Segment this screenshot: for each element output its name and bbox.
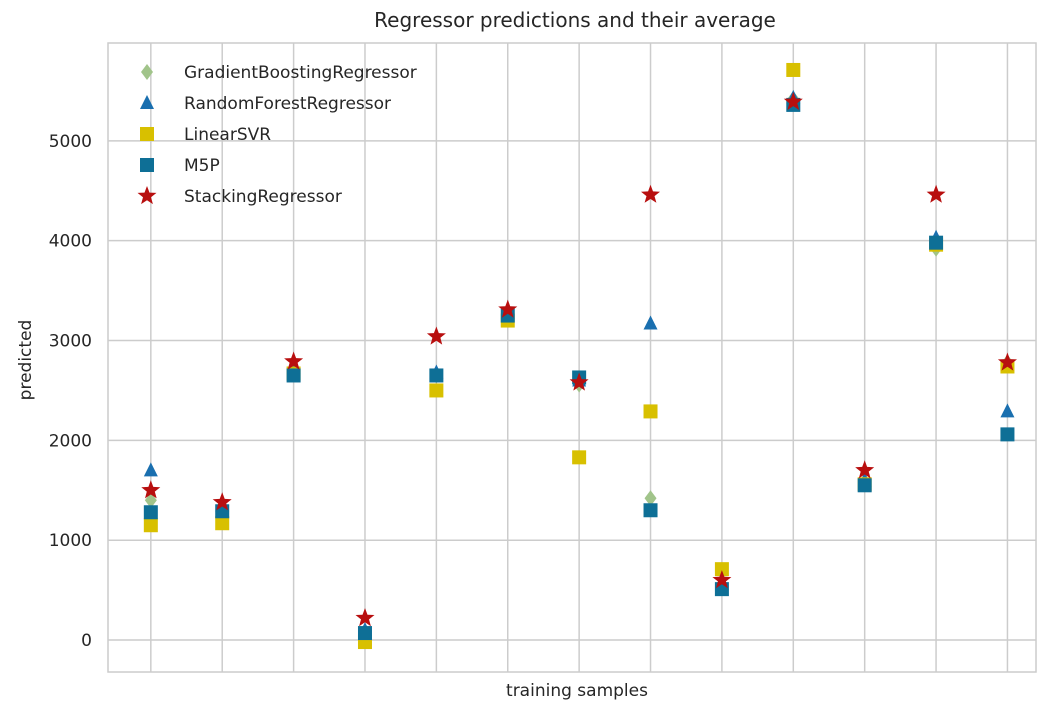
data-points	[141, 62, 1017, 650]
data-point	[143, 462, 158, 477]
y-tick-label: 5000	[49, 132, 92, 152]
y-axis-ticks: 0 1000 2000 3000 4000 5000	[49, 132, 92, 651]
legend-marker	[140, 158, 154, 172]
data-point	[429, 368, 444, 383]
legend-label: GradientBoostingRegressor	[184, 63, 417, 83]
data-point	[143, 518, 158, 533]
data-point	[572, 450, 587, 465]
data-point	[143, 505, 158, 520]
data-point	[712, 570, 732, 589]
data-point	[355, 608, 375, 627]
legend-label: StackingRegressor	[184, 187, 342, 207]
data-point	[714, 562, 729, 577]
data-point	[926, 184, 946, 203]
data-point	[357, 626, 372, 641]
data-point	[929, 235, 944, 250]
data-point	[429, 383, 444, 398]
data-point	[643, 315, 658, 330]
data-point	[786, 62, 801, 77]
plot-area	[107, 42, 1037, 673]
data-point	[643, 503, 658, 518]
data-point	[426, 326, 446, 345]
data-point	[857, 478, 872, 493]
data-point	[498, 299, 518, 318]
legend-marker	[137, 186, 157, 205]
data-point	[212, 492, 232, 511]
y-tick-label: 0	[81, 631, 92, 651]
y-axis-label: predicted	[16, 320, 36, 401]
data-point	[783, 91, 803, 110]
legend-marker	[140, 95, 154, 109]
data-point	[215, 516, 230, 531]
y-tick-label: 3000	[49, 332, 92, 352]
data-point	[286, 368, 301, 383]
data-point	[644, 490, 657, 507]
data-point	[997, 352, 1017, 371]
y-tick-label: 4000	[49, 232, 92, 252]
legend-label: M5P	[184, 156, 220, 176]
data-point	[643, 404, 658, 419]
legend-label: RandomForestRegressor	[184, 94, 391, 114]
data-point	[284, 351, 304, 370]
chart-title: Regressor predictions and their average	[374, 8, 776, 32]
data-point	[855, 460, 875, 479]
x-axis-label: training samples	[506, 681, 648, 701]
legend: GradientBoostingRegressor RandomForestReg…	[137, 63, 417, 207]
data-point	[141, 480, 161, 499]
y-tick-label: 2000	[49, 431, 92, 451]
data-point	[641, 184, 660, 203]
legend-marker	[140, 127, 154, 141]
data-point	[1000, 403, 1015, 418]
data-point	[569, 372, 589, 391]
legend-label: LinearSVR	[184, 125, 271, 145]
series-star-4	[141, 91, 1017, 627]
y-tick-label: 1000	[49, 531, 92, 551]
legend-marker	[141, 64, 153, 80]
data-point	[1000, 427, 1015, 442]
